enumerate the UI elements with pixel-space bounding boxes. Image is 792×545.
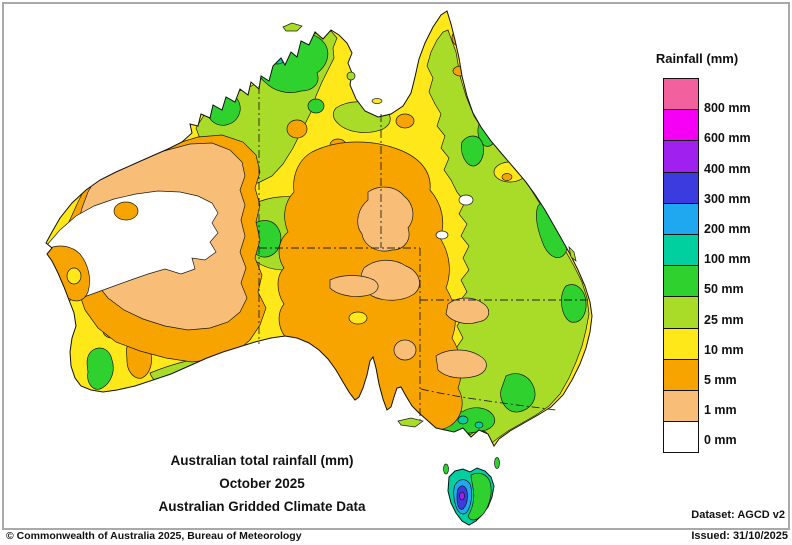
islands: [282, 22, 577, 475]
map-title: Australian total rainfall (mm): [170, 453, 354, 468]
legend-label-25-mm: 25 mm: [704, 312, 744, 327]
contour-region: [282, 22, 303, 32]
contour-region: [443, 463, 449, 475]
legend-swatch-5-mm: [664, 358, 698, 390]
legend-title: Rainfall (mm): [655, 51, 739, 66]
legend-swatch-200-mm: [664, 202, 698, 234]
map-titles: Australian total rainfall (mm) October 2…: [92, 449, 432, 518]
legend-label-50-mm: 50 mm: [704, 282, 744, 297]
issued-label: Issued: 31/10/2025: [691, 530, 788, 542]
legend-label-300-mm: 300 mm: [704, 191, 751, 206]
contour-region: [113, 201, 139, 221]
contour-region: [568, 245, 577, 262]
rainfall-legend: 800 mm 600 mm 400 mm 300 mm 200 mm 100 mm 50 m…: [663, 78, 792, 454]
contour-region: [66, 267, 82, 285]
contour-region: [393, 339, 417, 361]
contour-region: [435, 230, 449, 240]
contour-region: [457, 415, 469, 425]
contour-region: [468, 80, 493, 108]
legend-swatch-400-mm: [664, 140, 698, 172]
legend-swatch-0-mm: [664, 421, 698, 453]
contour-region: [263, 345, 283, 357]
legend-label-600-mm: 600 mm: [704, 131, 751, 146]
contour-region: [445, 297, 490, 324]
contour-region: [357, 186, 414, 252]
legend-label-800-mm: 800 mm: [704, 101, 751, 116]
contour-region: [372, 107, 386, 117]
legend-label-1-mm: 1 mm: [704, 403, 737, 418]
contour-region: [329, 275, 379, 297]
legend-color-bar: [663, 78, 699, 454]
contour-region: [286, 119, 308, 139]
contour-region: [458, 194, 474, 206]
legend-label-400-mm: 400 mm: [704, 161, 751, 176]
legend-swatch-800-mm: [664, 79, 698, 110]
contour-region: [420, 388, 557, 411]
tasmania: [447, 467, 495, 526]
contour-region: [86, 347, 114, 390]
copyright-label: © Commonwealth of Australia 2025, Bureau…: [6, 530, 302, 542]
legend-swatch-600-mm: [664, 109, 698, 141]
legend-swatch-1-mm: [664, 389, 698, 422]
map-subtitle-month: October 2025: [219, 476, 305, 491]
legend-swatch-10-mm: [664, 327, 698, 359]
contour-region: [500, 373, 536, 413]
contour-region: [501, 173, 513, 181]
contour-region: [348, 311, 368, 325]
contour-region: [467, 472, 492, 521]
legend-label-100-mm: 100 mm: [704, 252, 751, 267]
legend-swatch-100-mm: [664, 233, 698, 266]
contour-region: [494, 457, 500, 469]
contour-region: [371, 98, 383, 104]
contour-region: [474, 421, 484, 429]
legend-swatch-25-mm: [664, 296, 698, 328]
legend-label-0-mm: 0 mm: [704, 433, 737, 448]
contour-region: [397, 417, 424, 428]
legend-label-200-mm: 200 mm: [704, 222, 751, 236]
map-subtitle-source: Australian Gridded Climate Data: [158, 499, 366, 514]
contour-region: [460, 135, 484, 167]
legend-label-10-mm: 10 mm: [704, 342, 744, 357]
legend-swatch-300-mm: [664, 171, 698, 203]
legend-label-5-mm: 5 mm: [704, 373, 737, 387]
contour-region: [395, 113, 415, 129]
contour-region: [561, 284, 587, 323]
state-borders: [258, 86, 588, 424]
contour-region: [459, 491, 465, 501]
contour-region: [435, 349, 487, 379]
contour-region: [346, 71, 356, 81]
legend-swatch-50-mm: [664, 265, 698, 297]
contour-region: [307, 98, 325, 114]
dataset-label: Dataset: AGCD v2: [691, 509, 785, 521]
